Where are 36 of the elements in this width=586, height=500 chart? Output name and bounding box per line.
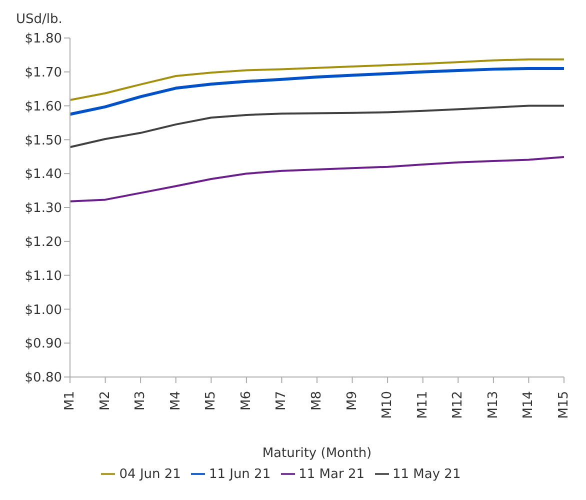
y-axis-title: USd/lb. — [16, 12, 62, 27]
legend-label: 04 Jun 21 — [119, 467, 181, 482]
x-tick-label: M10 — [380, 391, 396, 419]
x-tick-label: M6 — [238, 391, 254, 410]
y-tick-label: $1.40 — [24, 167, 62, 182]
line-series — [69, 58, 565, 102]
y-tick-label: $1.50 — [24, 133, 62, 148]
y-tick-label: $0.90 — [24, 336, 62, 352]
y-tick-label: $1.30 — [24, 201, 62, 216]
x-tick-label: M5 — [204, 391, 219, 410]
y-tick-label: $1.10 — [24, 268, 62, 284]
line-series — [69, 104, 565, 148]
y-tick-label: $1.20 — [24, 235, 62, 250]
x-axis-title: Maturity (Month) — [262, 446, 372, 461]
x-tick-label: M8 — [310, 391, 324, 410]
x-tick-label: M15 — [556, 391, 572, 419]
x-tick-label: M2 — [98, 391, 113, 410]
legend-label: 11 May 21 — [392, 467, 461, 482]
x-tick-label: M7 — [274, 391, 290, 410]
x-tick-label: M9 — [344, 391, 360, 410]
x-tick-label: M12 — [450, 391, 466, 419]
y-tick-label: $0.80 — [24, 370, 62, 386]
line-series — [69, 156, 565, 202]
y-tick-label: $1.80 — [24, 32, 62, 47]
y-tick-label: $1.00 — [24, 302, 62, 318]
x-tick-label: M3 — [133, 391, 148, 410]
legend-label: 11 Mar 21 — [298, 467, 364, 482]
x-tick-label: M4 — [168, 391, 184, 410]
x-tick-label: M13 — [486, 391, 501, 419]
y-tick-label: $1.70 — [24, 66, 62, 81]
x-tick-label: M1 — [62, 391, 78, 410]
x-tick-label: M14 — [521, 391, 536, 419]
y-tick-label: $1.60 — [24, 99, 62, 114]
x-tick-label: M11 — [415, 391, 430, 419]
line-series — [68, 67, 566, 116]
legend-label: 11 Jun 21 — [208, 467, 271, 482]
